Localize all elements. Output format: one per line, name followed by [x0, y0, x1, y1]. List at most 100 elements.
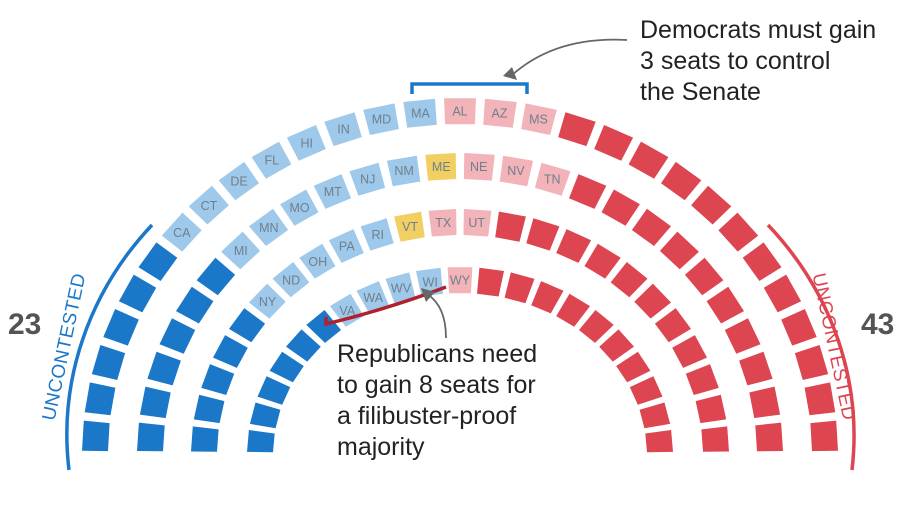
- seat: [191, 426, 219, 452]
- seat: [249, 208, 289, 246]
- seat: [147, 351, 181, 386]
- seat-label: MT: [324, 185, 342, 199]
- seat-label: NV: [507, 164, 525, 178]
- seat: [804, 382, 836, 416]
- seat: [463, 209, 492, 237]
- seat: [286, 125, 326, 161]
- seat: [504, 272, 535, 304]
- seat-label: AZ: [492, 107, 508, 121]
- seat-label: NJ: [360, 173, 375, 187]
- seat-label: IN: [337, 123, 350, 137]
- seat-label: WI: [423, 276, 438, 290]
- seat-label: OH: [308, 255, 327, 269]
- seat: [363, 103, 399, 135]
- seat: [594, 125, 634, 161]
- seat: [706, 286, 744, 324]
- seat: [749, 386, 781, 419]
- seat: [161, 212, 202, 252]
- seat: [269, 351, 304, 383]
- dem-annotation-line: Democrats must gain: [640, 16, 877, 44]
- seat: [403, 98, 437, 128]
- seat: [654, 308, 691, 343]
- dem-annotation-line: 3 seats to control: [640, 47, 831, 75]
- seat-label: WV: [391, 281, 412, 295]
- seat: [360, 218, 394, 251]
- seat: [299, 243, 336, 279]
- seat: [394, 211, 425, 242]
- seat: [631, 208, 671, 246]
- seat: [691, 185, 732, 225]
- dem-annotation: Democrats must gain 3 seats to control t…: [640, 15, 876, 108]
- seat: [313, 174, 351, 209]
- rep-arrowhead: [421, 288, 435, 302]
- seat-label: FL: [265, 154, 280, 168]
- seat: [328, 229, 364, 263]
- seat: [218, 161, 259, 201]
- seat-label: NM: [394, 164, 413, 178]
- seat: [385, 272, 416, 304]
- seat-label: MO: [290, 201, 310, 215]
- seat: [477, 267, 504, 297]
- seat-label: VT: [402, 220, 418, 234]
- seat-label: MN: [259, 221, 278, 235]
- seat-label: MD: [372, 113, 391, 127]
- seat: [534, 162, 571, 196]
- seat: [229, 308, 266, 343]
- rep-annotation-line: a filibuster-proof: [337, 402, 517, 430]
- seat: [221, 231, 261, 270]
- seat-label: CT: [201, 199, 218, 213]
- seat-label: TX: [435, 216, 452, 230]
- seat: [247, 430, 275, 453]
- rep-annotation-line: majority: [337, 433, 425, 461]
- seat-label: CA: [173, 226, 191, 240]
- seat: [579, 310, 614, 343]
- seat: [685, 364, 719, 395]
- seat: [463, 153, 495, 181]
- rep-annotation: Republicans need to gain 8 seats for a f…: [337, 339, 537, 463]
- seat: [584, 243, 621, 279]
- rep-uncontested-bracket: [766, 223, 856, 471]
- seat: [755, 422, 783, 452]
- dem-arrowhead: [503, 67, 517, 80]
- seat: [447, 267, 473, 294]
- seat-label: ND: [282, 273, 300, 287]
- seat: [201, 364, 235, 395]
- seat: [531, 281, 564, 314]
- seat: [661, 161, 702, 201]
- seat: [444, 98, 476, 125]
- seat: [176, 286, 214, 324]
- rep-seat-count: 43: [861, 308, 895, 341]
- seat: [356, 281, 389, 314]
- seat-label: PA: [339, 240, 355, 254]
- seat: [349, 162, 386, 196]
- seat: [601, 189, 640, 226]
- seat: [272, 262, 310, 298]
- rep-annotation-line: to gain 8 seats for: [337, 371, 536, 399]
- dem-annotation-line: the Senate: [640, 78, 761, 106]
- seat: [213, 335, 248, 368]
- dem-annotation-arrow: [510, 38, 628, 77]
- seat-label: WY: [450, 274, 471, 288]
- seat-label: WA: [363, 291, 383, 305]
- seat: [599, 329, 634, 362]
- seat: [742, 242, 782, 281]
- seat: [280, 189, 319, 226]
- seat: [84, 382, 116, 416]
- seat: [118, 274, 157, 313]
- seat: [526, 218, 560, 251]
- uncontested-left-label: UNCONTESTED: [39, 271, 91, 422]
- seat: [306, 310, 341, 343]
- seat: [763, 274, 802, 313]
- seat: [684, 257, 724, 296]
- seat: [103, 309, 139, 346]
- seat: [159, 318, 196, 354]
- seat-label: MI: [234, 244, 248, 258]
- seat-label: MA: [411, 107, 430, 121]
- seat: [739, 351, 773, 386]
- seat: [701, 426, 729, 452]
- seat-group: VA WA WV WI WY NY ND OH PA RI VT TX UT MI MN MO MT NJ NM ME…: [82, 98, 838, 453]
- seat: [810, 420, 838, 452]
- dem-gain-bracket: [410, 82, 529, 94]
